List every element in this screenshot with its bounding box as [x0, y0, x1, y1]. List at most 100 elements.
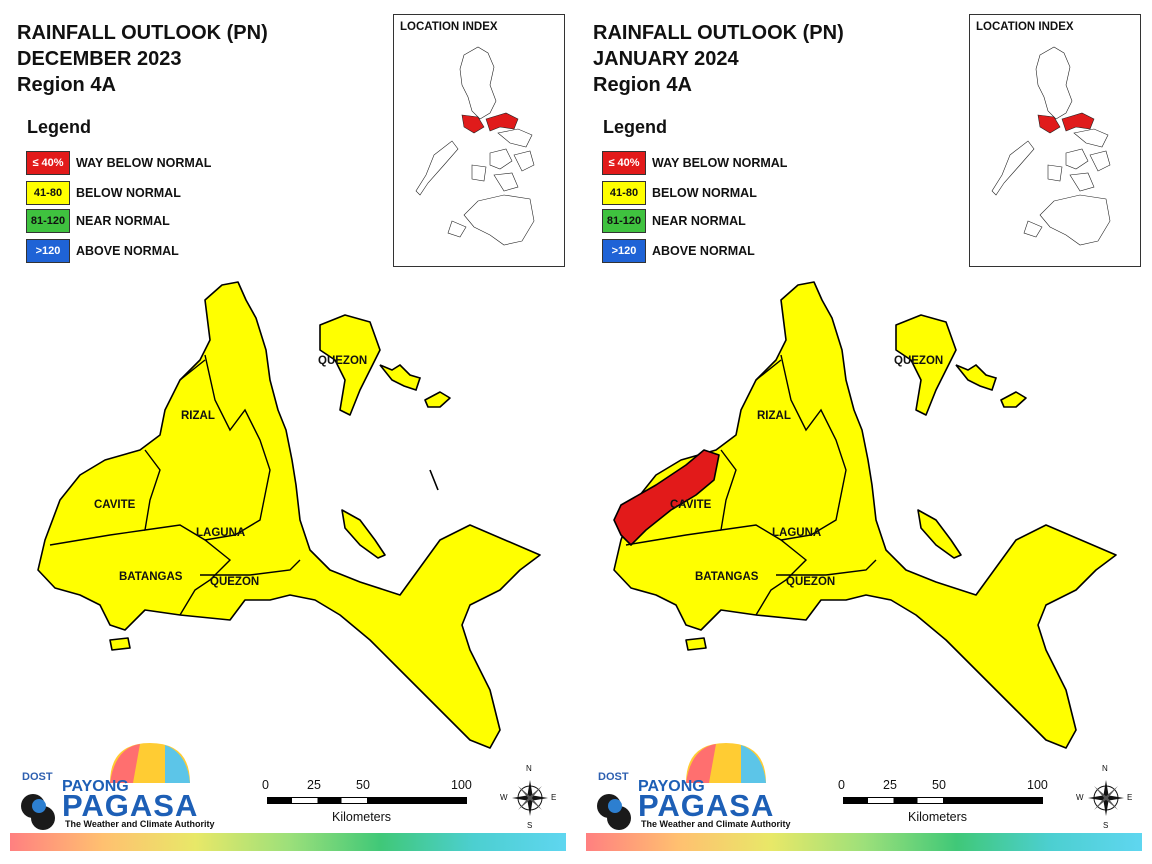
logo-tagline: The Weather and Climate Authority: [65, 819, 215, 829]
logo-pagasa: PAGASA: [638, 788, 775, 823]
compass-n: N: [526, 764, 532, 773]
legend-item-below: 41-80 BELOW NORMAL: [602, 181, 757, 205]
label-quezon-south: QUEZON: [786, 576, 835, 588]
legend-label: BELOW NORMAL: [76, 186, 181, 200]
title-line-1: RAINFALL OUTLOOK (PN): [17, 22, 268, 44]
label-quezon-north: QUEZON: [894, 355, 943, 367]
legend-label: BELOW NORMAL: [652, 186, 757, 200]
umbrella-icon: [21, 743, 190, 830]
label-quezon-south: QUEZON: [210, 576, 259, 588]
label-laguna: LAGUNA: [196, 527, 245, 539]
title-line-2: JANUARY 2024: [593, 48, 739, 70]
legend-swatch: 41-80: [602, 181, 646, 205]
pagasa-logo: DOST PAYONG PAGASA The Weather and Clima…: [15, 738, 215, 833]
scale-tick: 0: [838, 778, 845, 792]
scale-bar-graphic: [843, 797, 1043, 804]
scale-bar: 0 25 50 100 Kilometers: [838, 778, 1058, 828]
title-line-1: RAINFALL OUTLOOK (PN): [593, 22, 844, 44]
umbrella-icon: [597, 743, 766, 830]
polillo-island: [895, 314, 957, 416]
cavite-way-below-area: [613, 449, 720, 546]
compass-n: N: [1102, 764, 1108, 773]
legend-title: Legend: [603, 117, 668, 137]
small-island: [109, 637, 131, 651]
logo-tagline: The Weather and Climate Authority: [641, 819, 791, 829]
label-cavite: CAVITE: [94, 499, 136, 511]
small-island: [685, 637, 707, 651]
outlook-panel-january: RAINFALL OUTLOOK (PN) JANUARY 2024 Regio…: [576, 0, 1152, 864]
north-arrow: N W E S: [1076, 764, 1136, 832]
outlook-panel-december: RAINFALL OUTLOOK (PN) DECEMBER 2023 Regi…: [10, 14, 566, 851]
footer-color-strip: [586, 833, 1142, 851]
logo-dost: DOST: [598, 771, 629, 783]
legend-swatch: 81-120: [602, 209, 646, 233]
philippines-index-map: [415, 46, 535, 246]
legend-label: ABOVE NORMAL: [76, 244, 179, 258]
compass-w: W: [500, 793, 508, 802]
label-rizal: RIZAL: [757, 410, 791, 422]
location-index-title: LOCATION INDEX: [976, 21, 1074, 33]
legend-swatch: ≤ 40%: [602, 151, 646, 175]
legend-label: ABOVE NORMAL: [652, 244, 755, 258]
scale-bar-graphic: [267, 797, 467, 804]
label-batangas: BATANGAS: [695, 571, 759, 583]
scale-unit: Kilometers: [908, 810, 968, 824]
philippines-index-map: [991, 46, 1111, 246]
scale-tick: 100: [451, 778, 472, 792]
title-line-2: DECEMBER 2023: [17, 48, 182, 70]
pagasa-logo: DOST PAYONG PAGASA The Weather and Clima…: [591, 738, 791, 833]
logo-payong: PAYONG: [62, 778, 129, 795]
legend-item-way-below: ≤ 40% WAY BELOW NORMAL: [26, 151, 211, 175]
north-arrow: N W E S: [500, 764, 560, 832]
compass-e: E: [1127, 793, 1133, 802]
scale-tick: 50: [356, 778, 370, 792]
map-title: RAINFALL OUTLOOK (PN) JANUARY 2024 Regio…: [593, 20, 844, 98]
label-batangas: BATANGAS: [119, 571, 183, 583]
scale-tick: 25: [883, 778, 897, 792]
small-island: [424, 391, 451, 408]
map-title: RAINFALL OUTLOOK (PN) DECEMBER 2023 Regi…: [17, 20, 268, 98]
label-quezon-north: QUEZON: [318, 355, 367, 367]
location-index-title: LOCATION INDEX: [400, 21, 498, 33]
region-4a-map: RIZAL CAVITE LAGUNA BATANGAS QUEZON QUEZ…: [37, 281, 541, 749]
legend-item-near: 81-120 NEAR NORMAL: [602, 209, 746, 233]
legend-label: NEAR NORMAL: [76, 214, 170, 228]
compass-s: S: [527, 821, 533, 830]
logo-payong: PAYONG: [638, 778, 705, 795]
main-province-area: [37, 281, 541, 749]
scale-tick: 0: [262, 778, 269, 792]
location-index-box: LOCATION INDEX: [969, 14, 1141, 267]
legend-label: NEAR NORMAL: [652, 214, 746, 228]
logo-pagasa: PAGASA: [62, 788, 199, 823]
legend-swatch: >120: [602, 239, 646, 263]
legend-item-near: 81-120 NEAR NORMAL: [26, 209, 170, 233]
region-4a-map: RIZAL CAVITE LAGUNA BATANGAS QUEZON QUEZ…: [613, 281, 1117, 749]
compass-s: S: [1103, 821, 1109, 830]
main-province-area: [613, 281, 1117, 749]
legend-swatch: 81-120: [26, 209, 70, 233]
scale-tick: 50: [932, 778, 946, 792]
compass-rose-icon: [512, 780, 548, 816]
compass-rose-icon: [1088, 780, 1124, 816]
label-laguna: LAGUNA: [772, 527, 821, 539]
legend-item-way-below: ≤ 40% WAY BELOW NORMAL: [602, 151, 787, 175]
scale-tick: 25: [307, 778, 321, 792]
peninsula-inlet: [341, 509, 386, 559]
legend-label: WAY BELOW NORMAL: [652, 156, 788, 170]
legend-item-above: >120 ABOVE NORMAL: [26, 239, 179, 263]
legend-swatch: >120: [26, 239, 70, 263]
label-cavite: CAVITE: [670, 499, 712, 511]
title-line-3: Region 4A: [17, 74, 116, 96]
compass-e: E: [551, 793, 557, 802]
logo-dost: DOST: [22, 771, 53, 783]
location-index-box: LOCATION INDEX: [393, 14, 565, 267]
footer-color-strip: [10, 833, 566, 851]
small-island: [1000, 391, 1027, 408]
polillo-island: [319, 314, 381, 416]
scale-bar: 0 25 50 100 Kilometers: [262, 778, 482, 828]
peninsula-inlet: [917, 509, 962, 559]
legend-label: WAY BELOW NORMAL: [76, 156, 212, 170]
legend-swatch: ≤ 40%: [26, 151, 70, 175]
legend-title: Legend: [27, 117, 92, 137]
legend-item-above: >120 ABOVE NORMAL: [602, 239, 755, 263]
